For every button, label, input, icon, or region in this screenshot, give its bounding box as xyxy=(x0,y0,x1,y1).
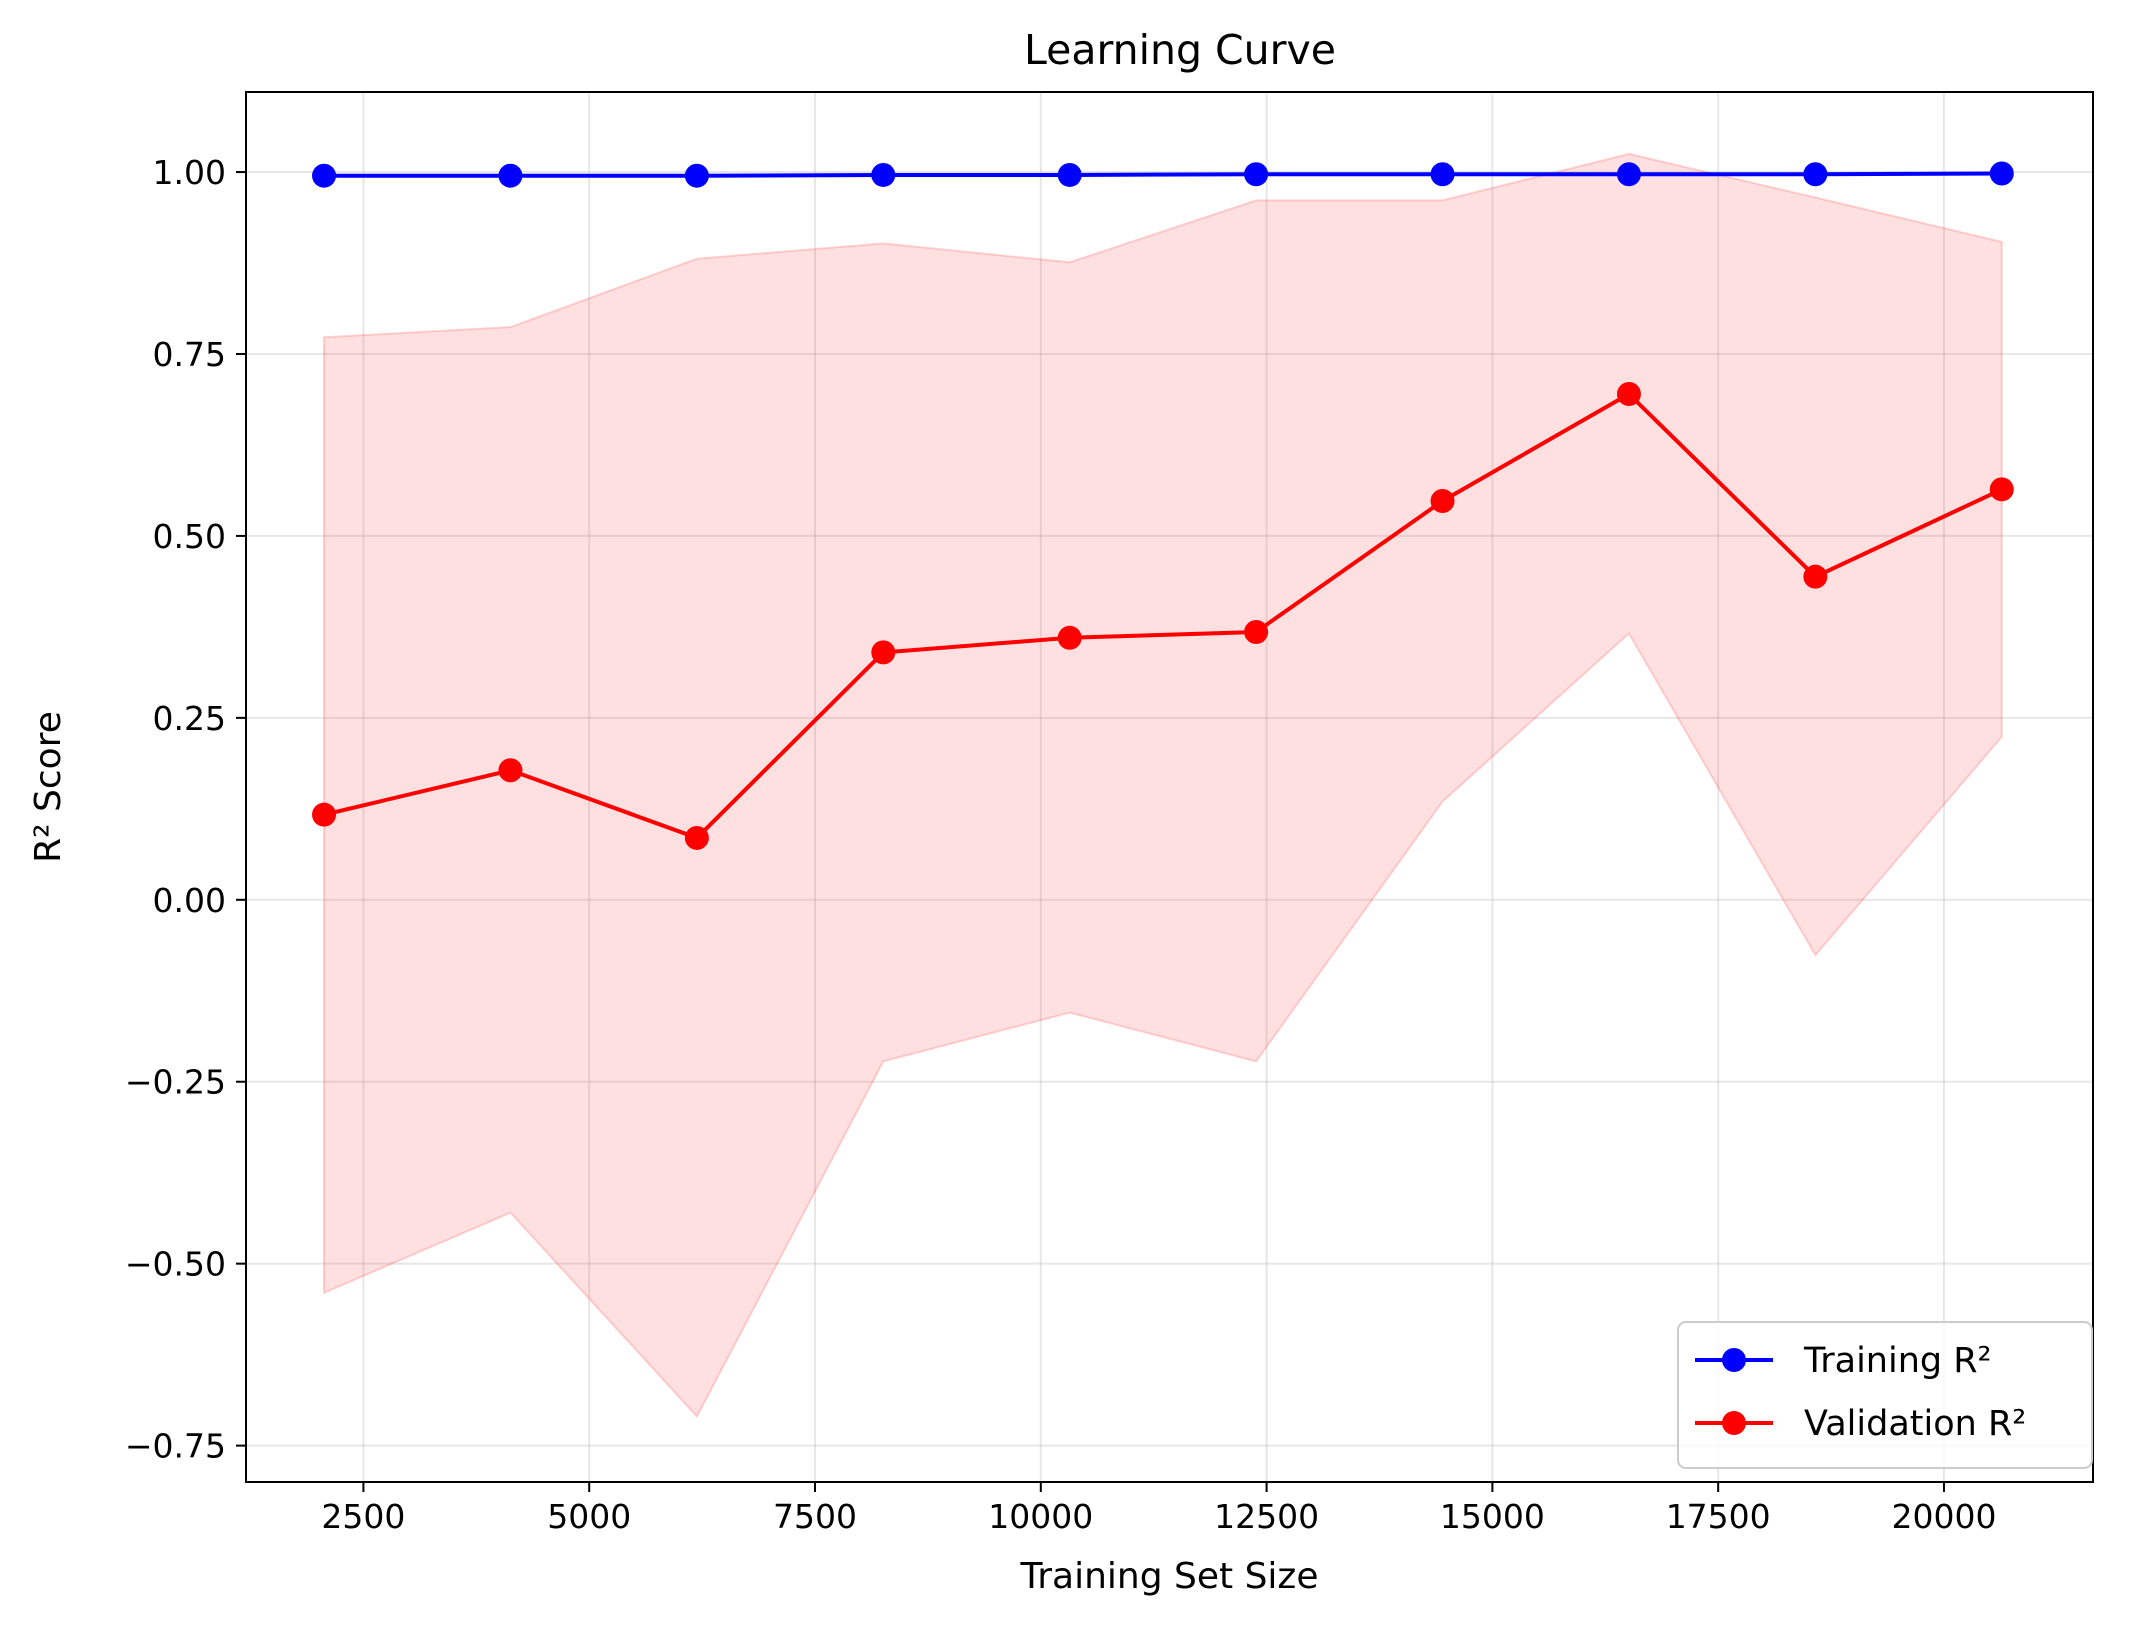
training-legend-label: Training R² xyxy=(1803,1341,1992,1381)
y-tick-label: 0.75 xyxy=(153,335,226,374)
x-tick-label: 17500 xyxy=(1666,1497,1771,1536)
validation-data-point xyxy=(498,758,523,783)
legend-box xyxy=(1677,1321,2093,1469)
y-tick-label: 0.50 xyxy=(153,517,226,556)
x-tick-label: 20000 xyxy=(1891,1497,1996,1536)
training-data-point xyxy=(1430,162,1455,187)
x-tick-label: 2500 xyxy=(321,1497,405,1536)
y-tick-label: 1.00 xyxy=(153,153,226,192)
training-data-point xyxy=(1989,161,2014,186)
validation-data-point xyxy=(1616,382,1641,407)
validation-data-point xyxy=(1430,488,1455,513)
x-tick-label: 5000 xyxy=(547,1497,631,1536)
validation-data-point xyxy=(1244,619,1269,644)
y-tick-label: −0.25 xyxy=(125,1063,226,1102)
y-tick-label: −0.75 xyxy=(125,1427,226,1466)
grid-layer xyxy=(246,92,2093,1482)
validation-data-point xyxy=(312,802,337,827)
training-data-point xyxy=(498,163,523,188)
confidence-band-layer xyxy=(323,152,2003,1419)
training-data-point xyxy=(1244,162,1269,187)
x-tick-label: 10000 xyxy=(988,1497,1093,1536)
training-data-point xyxy=(1616,162,1641,187)
x-tick-label: 12500 xyxy=(1214,1497,1319,1536)
tick-layer: 2500 5000 7500 10000 12500 15000 17500 20000 −0.… xyxy=(125,153,1997,1536)
series-layer xyxy=(312,161,2014,850)
validation-data-point xyxy=(871,640,896,665)
validation-data-point xyxy=(1803,564,1828,589)
validation-legend-label: Validation R² xyxy=(1804,1404,2026,1444)
training-legend-marker xyxy=(1722,1348,1746,1372)
training-series-line xyxy=(324,171,2002,178)
training-data-point xyxy=(312,163,337,188)
y-tick-label: −0.50 xyxy=(125,1245,226,1284)
y-axis-label: R² Score xyxy=(28,711,69,863)
validation-data-point xyxy=(684,825,709,850)
y-tick-label: 0.00 xyxy=(153,881,226,920)
legend: Training R² Validation R² xyxy=(1677,1321,2093,1469)
validation-data-point xyxy=(1989,477,2014,502)
training-data-point xyxy=(1803,162,1828,187)
chart-title: Learning Curve xyxy=(1024,26,1336,74)
training-data-point xyxy=(871,162,896,187)
validation-std-band xyxy=(323,152,2003,1419)
training-data-point xyxy=(1057,162,1082,187)
y-tick-label: 0.25 xyxy=(153,699,226,738)
x-axis-label: Training Set Size xyxy=(1020,1556,1319,1597)
validation-legend-marker xyxy=(1722,1411,1746,1435)
x-tick-label: 7500 xyxy=(773,1497,857,1536)
validation-data-point xyxy=(1057,625,1082,650)
validation-series-line xyxy=(323,391,2003,841)
x-tick-label: 15000 xyxy=(1440,1497,1545,1536)
plot-area-frame xyxy=(245,91,2094,1483)
training-data-point xyxy=(684,163,709,188)
